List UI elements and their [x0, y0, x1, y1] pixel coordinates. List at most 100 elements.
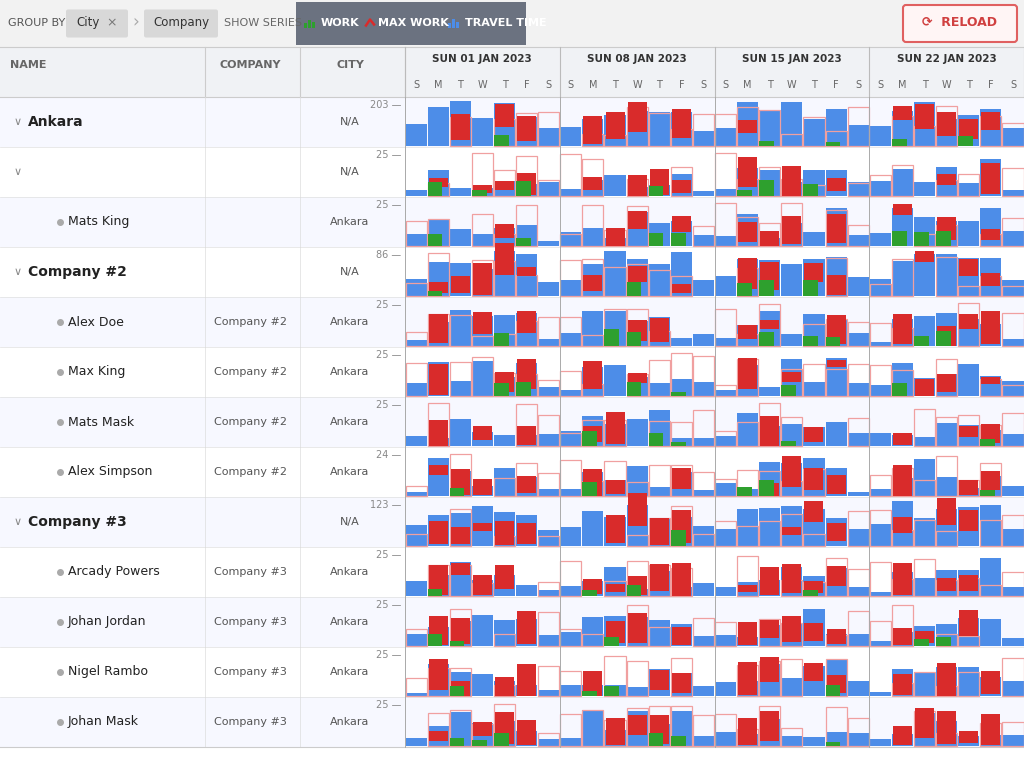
Bar	[893, 628, 912, 645]
Bar	[892, 478, 913, 496]
Bar	[650, 714, 669, 743]
Bar	[936, 456, 957, 496]
Bar	[825, 359, 847, 396]
Bar	[781, 623, 803, 646]
Text: N/A: N/A	[340, 167, 359, 177]
Bar	[406, 382, 427, 396]
Bar	[450, 187, 471, 196]
Bar	[560, 527, 582, 546]
Bar	[958, 636, 979, 646]
Bar	[869, 385, 891, 396]
Bar	[693, 472, 714, 496]
Text: Ankara: Ankara	[28, 115, 84, 129]
Bar	[0, 547, 1024, 597]
Bar	[429, 521, 447, 544]
Bar	[0, 497, 1024, 547]
Bar	[804, 119, 824, 146]
Bar	[759, 167, 780, 196]
Bar	[648, 627, 670, 646]
Bar	[958, 667, 979, 696]
Bar	[782, 372, 802, 382]
Bar	[1002, 412, 1024, 446]
Bar	[781, 580, 803, 596]
Bar	[715, 478, 736, 496]
Text: Company #3: Company #3	[214, 567, 287, 577]
Bar	[914, 437, 935, 446]
FancyBboxPatch shape	[66, 9, 128, 38]
Bar	[539, 434, 559, 446]
Bar	[804, 737, 824, 746]
Bar	[825, 257, 847, 296]
Bar	[760, 320, 779, 329]
Bar	[495, 181, 514, 190]
Bar	[825, 742, 841, 746]
Bar	[915, 251, 934, 263]
Bar	[671, 711, 692, 746]
Bar	[915, 104, 934, 129]
Bar	[759, 661, 780, 696]
Bar	[450, 101, 471, 146]
Bar	[781, 417, 803, 446]
Bar	[759, 664, 780, 696]
Bar	[473, 523, 492, 531]
Bar	[494, 228, 515, 246]
Bar	[825, 568, 847, 596]
Bar	[516, 313, 538, 346]
Bar	[583, 336, 603, 346]
Bar	[958, 488, 979, 496]
Bar	[693, 382, 714, 396]
Bar	[517, 664, 537, 696]
Bar	[848, 568, 868, 596]
Bar	[406, 677, 427, 696]
Bar	[648, 410, 670, 446]
Bar	[406, 283, 427, 296]
Bar	[759, 332, 774, 346]
Bar	[672, 217, 691, 233]
Bar	[693, 535, 714, 546]
Bar	[648, 111, 670, 146]
Bar	[450, 263, 471, 296]
Bar	[869, 524, 891, 546]
Bar	[560, 670, 582, 696]
Bar	[914, 713, 935, 746]
Text: Arcady Powers: Arcady Powers	[68, 565, 160, 578]
Bar	[648, 733, 664, 746]
Bar	[781, 462, 803, 496]
Bar	[583, 204, 603, 246]
Bar	[472, 234, 493, 246]
Bar	[738, 622, 757, 645]
Bar	[781, 182, 803, 196]
Bar	[627, 382, 641, 396]
Text: N/A: N/A	[340, 517, 359, 527]
Bar	[627, 505, 647, 546]
Bar	[428, 263, 449, 296]
Bar	[648, 669, 670, 696]
Bar	[892, 208, 913, 246]
Bar	[539, 582, 559, 596]
Bar	[781, 424, 803, 446]
Bar	[1002, 657, 1024, 696]
Bar	[825, 660, 847, 696]
Bar	[583, 311, 603, 346]
Bar	[450, 668, 471, 696]
Bar	[604, 517, 626, 546]
Bar	[627, 282, 641, 296]
Bar	[937, 217, 956, 240]
Bar	[516, 181, 530, 196]
Bar	[451, 563, 470, 575]
Bar	[826, 275, 846, 295]
Bar	[936, 531, 957, 546]
Bar	[936, 508, 957, 546]
Bar	[892, 530, 913, 546]
Text: Ankara: Ankara	[331, 317, 370, 327]
Bar	[450, 738, 465, 746]
Text: SHOW SERIES: SHOW SERIES	[224, 18, 302, 28]
Bar	[805, 623, 823, 641]
Bar	[804, 582, 824, 596]
Bar	[715, 203, 736, 246]
Bar	[759, 471, 780, 496]
Bar	[936, 106, 957, 146]
Bar	[539, 180, 559, 196]
Bar	[781, 482, 803, 496]
Bar	[560, 317, 582, 346]
